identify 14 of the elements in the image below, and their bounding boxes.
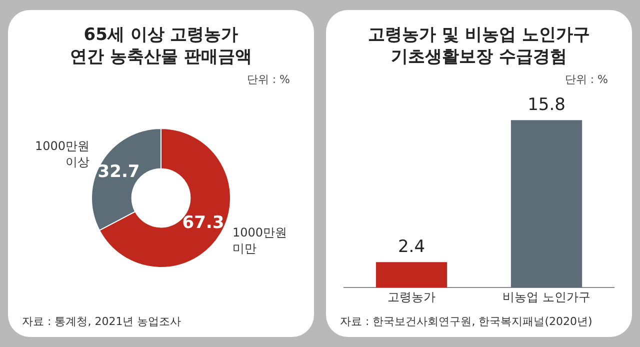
x-tick-label: 비농업 노인가구 bbox=[502, 290, 590, 304]
text: 단위 : % bbox=[246, 72, 291, 88]
data-label: 67.3 bbox=[182, 212, 224, 233]
slice-label: 1000만원 이상 bbox=[34, 138, 90, 169]
data-label: 32.7 bbox=[98, 162, 140, 182]
x-tick-label: 고령농가 bbox=[388, 290, 436, 304]
text: 단위 : % bbox=[564, 72, 609, 88]
chart-title: 고령농가 및 비농업 노인가구 기초생활보장 수급경험 bbox=[367, 24, 591, 68]
slice-label: 1000만원 미만 bbox=[232, 225, 288, 256]
text: 자료 : 통계청, 2021년 농업조사 bbox=[22, 314, 182, 329]
text: 자료 : 한국보건사회연구원, 한국복지패널(2020년) bbox=[340, 314, 592, 329]
data-label: 15.8 bbox=[528, 95, 566, 116]
chart-title: 65세 이상 고령농가 연간 농축산물 판매금액 bbox=[69, 24, 253, 68]
data-label: 2.4 bbox=[398, 237, 426, 258]
